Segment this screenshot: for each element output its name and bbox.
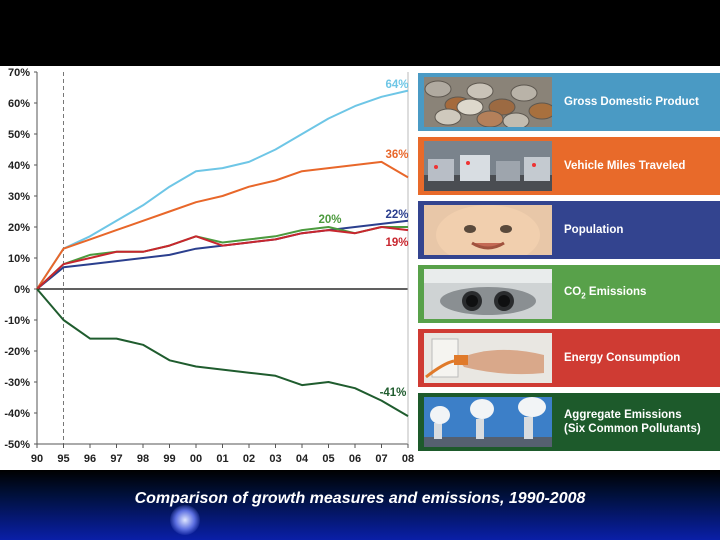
x-tick-label: 02 (243, 453, 255, 465)
end-label-vmt: 36% (385, 149, 408, 161)
top-black-band (0, 0, 720, 66)
x-tick-label: 98 (137, 453, 149, 465)
y-tick-label: -40% (4, 408, 30, 420)
end-label-energy: 19% (385, 237, 408, 249)
legend-item-vmt: Vehicle Miles Traveled (418, 137, 720, 195)
x-tick-label: 07 (375, 453, 387, 465)
series-line-co2 (36, 226, 408, 290)
y-tick-label: 30% (8, 191, 30, 203)
x-tick-label: 08 (402, 453, 414, 465)
y-tick-label: 20% (8, 222, 30, 234)
x-tick-label: 03 (269, 453, 281, 465)
end-label-population: 22% (385, 209, 408, 221)
series-line-gdp (36, 89, 409, 290)
chart-panel: 70% 60% 50% 40% 30% 20% 10% 0% -10% -20% -30% -40% -… (0, 66, 720, 470)
end-label-aggregate: -41% (380, 387, 407, 399)
coins-photo (424, 77, 552, 127)
y-tick-label: 0% (14, 284, 30, 296)
series-line-vmt (36, 160, 409, 290)
line-chart: 70% 60% 50% 40% 30% 20% 10% 0% -10% -20% -30% -40% -… (4, 67, 414, 465)
bottom-blue-band (0, 470, 720, 540)
x-tick-label: 96 (84, 453, 96, 465)
legend-label-population: Population (564, 224, 624, 236)
x-tick-label: 00 (190, 453, 202, 465)
legend-label-energy: Energy Consumption (564, 352, 681, 364)
legend-item-co2: CO2 Emissions (418, 265, 720, 323)
legend-item-aggregate: Aggregate Emissions (Six Common Pollutant… (418, 393, 720, 451)
x-tick-label: 06 (349, 453, 361, 465)
y-tick-label: -30% (4, 377, 30, 389)
y-tick-label: 60% (8, 98, 30, 110)
y-tick-label: 10% (8, 253, 30, 265)
smokestacks-photo (424, 397, 552, 447)
exhaust-pipe-photo (424, 269, 552, 319)
x-tick-label: 04 (296, 453, 309, 465)
y-tick-label: -10% (4, 315, 30, 327)
y-tick-label: -50% (4, 439, 30, 451)
end-label-co2: 20% (318, 214, 341, 226)
chart-caption: Comparison of growth measures and emissi… (134, 490, 586, 507)
x-tick-label: 95 (57, 453, 69, 465)
legend-label-co2: CO2 Emissions (564, 285, 647, 301)
legend-item-gdp: Gross Domestic Product (418, 73, 720, 131)
baby-photo (424, 205, 552, 255)
legend-label-aggregate: Aggregate Emissions (Six Common Pollutant… (564, 409, 701, 435)
x-tick-label: 90 (31, 453, 43, 465)
legend-item-population: Population (418, 201, 720, 259)
y-tick-label: -20% (4, 346, 30, 358)
decorative-glow (170, 505, 200, 535)
legend-label-gdp: Gross Domestic Product (564, 96, 699, 108)
series-line-aggregate (36, 288, 409, 417)
series-line-energy (36, 226, 409, 290)
legend-item-energy: Energy Consumption (418, 329, 720, 387)
legend-label-vmt: Vehicle Miles Traveled (564, 160, 686, 172)
y-tick-label: 40% (8, 160, 30, 172)
x-tick-label: 97 (110, 453, 122, 465)
plug-photo (424, 333, 552, 383)
y-tick-label: 70% (8, 67, 30, 79)
traffic-photo (424, 141, 552, 191)
x-tick-label: 99 (163, 453, 175, 465)
y-tick-label: 50% (8, 129, 30, 141)
end-label-gdp: 64% (385, 79, 408, 91)
x-tick-label: 05 (322, 453, 334, 465)
x-tick-label: 01 (216, 453, 228, 465)
